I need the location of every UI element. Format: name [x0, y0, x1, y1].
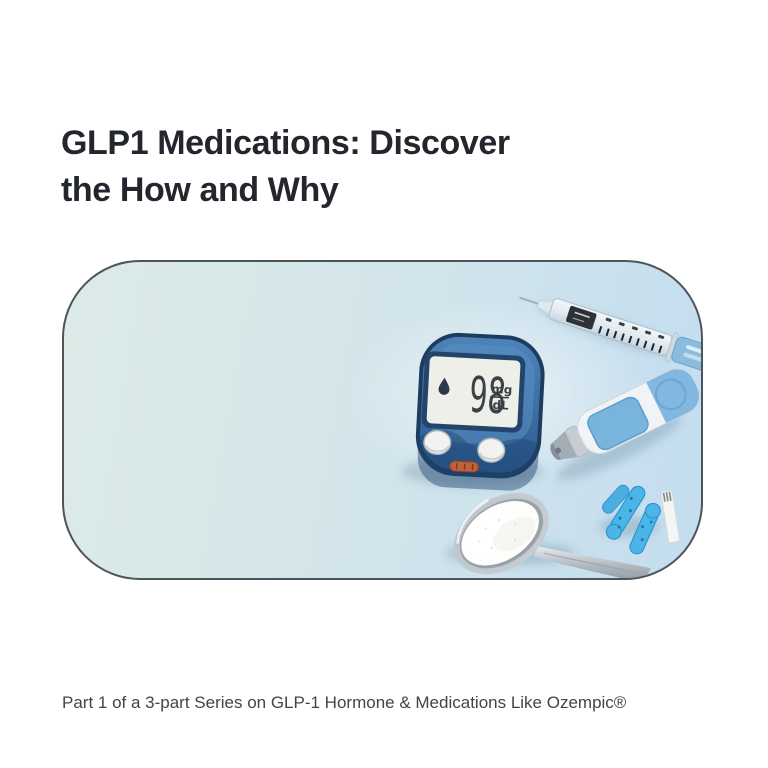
meter-screen	[426, 356, 521, 428]
meter-reading: 98	[468, 366, 508, 426]
insulin-syringe-illustration	[519, 296, 701, 385]
meter-button-right	[477, 437, 506, 463]
lancing-pen-illustration	[550, 368, 700, 460]
page-title-line-2: the How and Why	[61, 170, 339, 209]
syringe-scale-numbers	[605, 317, 665, 339]
medical-flatlay-illustration: 98 mg dL	[401, 296, 701, 578]
lancets-illustration	[602, 484, 661, 555]
syringe-stopper	[566, 305, 597, 330]
syringe-scale-ticks	[598, 325, 663, 354]
meter-button-left	[423, 429, 452, 456]
meter-unit-denominator: dL	[492, 398, 509, 413]
sugar-spoon-illustration	[454, 492, 651, 578]
page-title-line-1: GLP1 Medications: Discover	[61, 123, 510, 162]
meter-unit-numerator: mg	[491, 382, 513, 397]
hero-image: 98 mg dL	[62, 260, 703, 580]
syringe-barrel	[548, 298, 673, 357]
lancet-2	[629, 502, 661, 555]
droplet-icon	[438, 377, 450, 395]
series-caption: Part 1 of a 3-part Series on GLP-1 Hormo…	[62, 693, 627, 712]
pen-dial	[654, 378, 687, 411]
pen-button-panel	[587, 396, 649, 451]
glucose-meter-illustration: 98 mg dL	[415, 332, 545, 491]
page-title: GLP1 Medications: Discover the How and W…	[61, 120, 581, 214]
pen-cap	[646, 369, 700, 424]
lancet-1	[605, 485, 646, 540]
test-strip-illustration	[660, 490, 680, 544]
syringe-needle	[519, 296, 540, 305]
